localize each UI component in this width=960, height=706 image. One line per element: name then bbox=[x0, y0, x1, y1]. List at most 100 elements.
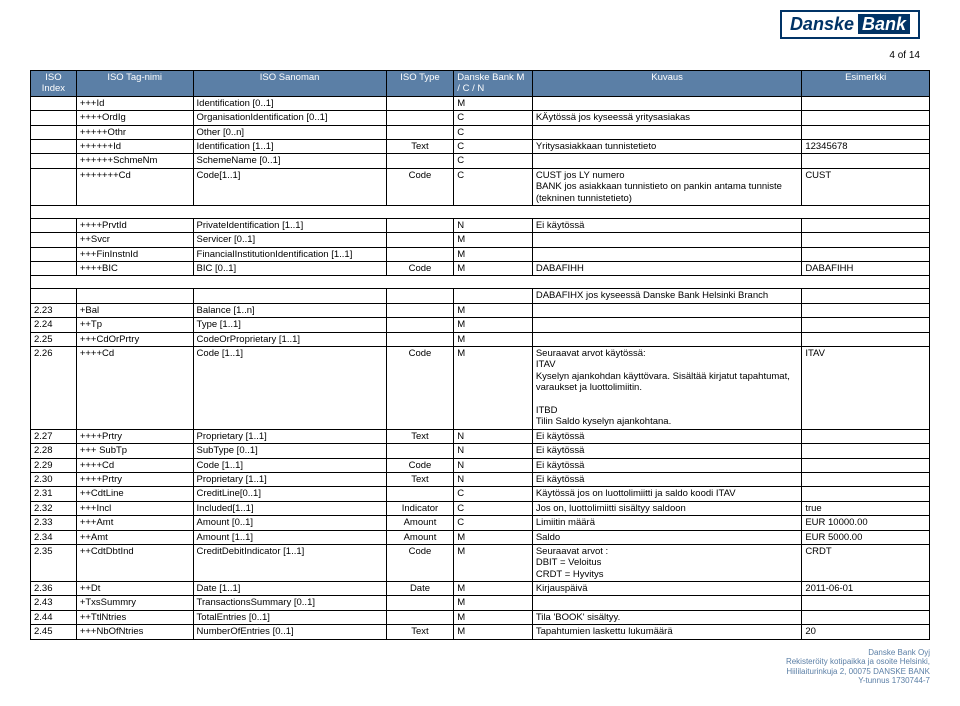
cell: ++++OrdIg bbox=[76, 111, 193, 125]
th-tag: ISO Tag-nimi bbox=[76, 71, 193, 97]
cell: Proprietary [1..1] bbox=[193, 429, 386, 443]
cell: Kirjauspäivä bbox=[532, 582, 801, 596]
cell: Type [1..1] bbox=[193, 318, 386, 332]
cell: ++++Cd bbox=[76, 458, 193, 472]
table-row: 2.30++++PrtryProprietary [1..1]TextNEi k… bbox=[31, 472, 930, 486]
cell: true bbox=[802, 501, 930, 515]
cell: Seuraavat arvot : DBIT = Veloitus CRDT =… bbox=[532, 544, 801, 581]
cell bbox=[802, 96, 930, 110]
cell: M bbox=[454, 625, 533, 639]
table-row: 2.29++++CdCode [1..1]CodeNEi käytössä bbox=[31, 458, 930, 472]
cell: M bbox=[454, 233, 533, 247]
cell: +++Incl bbox=[76, 501, 193, 515]
cell bbox=[76, 289, 193, 303]
cell: ++Dt bbox=[76, 582, 193, 596]
cell bbox=[532, 303, 801, 317]
cell: Indicator bbox=[386, 501, 454, 515]
cell: EUR 10000.00 bbox=[802, 516, 930, 530]
cell: Käytössä jos on luottolimiitti ja saldo … bbox=[532, 487, 801, 501]
cell: M bbox=[454, 347, 533, 430]
cell: SchemeName [0..1] bbox=[193, 154, 386, 168]
cell: Text bbox=[386, 472, 454, 486]
cell: N bbox=[454, 458, 533, 472]
cell: Text bbox=[386, 429, 454, 443]
cell bbox=[532, 154, 801, 168]
cell bbox=[532, 596, 801, 610]
cell: Ei käytössä bbox=[532, 218, 801, 232]
cell: M bbox=[454, 530, 533, 544]
cell bbox=[386, 487, 454, 501]
cell bbox=[31, 111, 77, 125]
cell: ++++++SchmeNm bbox=[76, 154, 193, 168]
cell: SubType [0..1] bbox=[193, 444, 386, 458]
footer-l2: Rekisteröity kotipaikka ja osoite Helsin… bbox=[30, 657, 930, 667]
cell: Yritysasiakkaan tunnistetieto bbox=[532, 139, 801, 153]
cell bbox=[31, 139, 77, 153]
cell bbox=[802, 429, 930, 443]
table-row: ++++BICBIC [0..1]CodeMDABAFIHHDABAFIHH bbox=[31, 262, 930, 276]
cell: Amount bbox=[386, 530, 454, 544]
cell bbox=[31, 289, 77, 303]
cell: 2.29 bbox=[31, 458, 77, 472]
table-row: 2.25+++CdOrPrtryCodeOrProprietary [1..1]… bbox=[31, 332, 930, 346]
cell: OrganisationIdentification [0..1] bbox=[193, 111, 386, 125]
cell: 2011-06-01 bbox=[802, 582, 930, 596]
cell: N bbox=[454, 218, 533, 232]
cell: ++Amt bbox=[76, 530, 193, 544]
cell: 12345678 bbox=[802, 139, 930, 153]
cell: Identification [1..1] bbox=[193, 139, 386, 153]
cell: Code bbox=[386, 168, 454, 205]
cell bbox=[802, 444, 930, 458]
cell: 2.27 bbox=[31, 429, 77, 443]
cell: +++CdOrPrtry bbox=[76, 332, 193, 346]
spec-table: ISO Index ISO Tag-nimi ISO Sanoman ISO T… bbox=[30, 70, 930, 640]
cell bbox=[386, 233, 454, 247]
cell: DABAFIHX jos kyseessä Danske Bank Helsin… bbox=[532, 289, 801, 303]
cell: 2.45 bbox=[31, 625, 77, 639]
cell bbox=[802, 233, 930, 247]
table-row: 2.36++DtDate [1..1]DateMKirjauspäivä2011… bbox=[31, 582, 930, 596]
cell: M bbox=[454, 582, 533, 596]
cell: CodeOrProprietary [1..1] bbox=[193, 332, 386, 346]
cell: 2.31 bbox=[31, 487, 77, 501]
table-row: 2.24++TpType [1..1]M bbox=[31, 318, 930, 332]
cell: Ei käytössä bbox=[532, 444, 801, 458]
cell bbox=[386, 111, 454, 125]
cell: Code bbox=[386, 347, 454, 430]
table-row: 2.33+++AmtAmount [0..1]AmountCLimiitin m… bbox=[31, 516, 930, 530]
cell: ++CdtLine bbox=[76, 487, 193, 501]
cell: ++Tp bbox=[76, 318, 193, 332]
cell: 2.34 bbox=[31, 530, 77, 544]
cell bbox=[193, 289, 386, 303]
page-number: 4 of 14 bbox=[889, 50, 920, 61]
cell bbox=[31, 233, 77, 247]
cell: CRDT bbox=[802, 544, 930, 581]
cell bbox=[802, 247, 930, 261]
cell: Ei käytössä bbox=[532, 429, 801, 443]
cell: 2.26 bbox=[31, 347, 77, 430]
cell bbox=[386, 289, 454, 303]
logo: DanskeBank bbox=[780, 10, 920, 39]
cell: M bbox=[454, 247, 533, 261]
table-row: 2.26++++CdCode [1..1]CodeMSeuraavat arvo… bbox=[31, 347, 930, 430]
cell: 2.28 bbox=[31, 444, 77, 458]
cell bbox=[31, 262, 77, 276]
cell: CUST bbox=[802, 168, 930, 205]
cell: 2.30 bbox=[31, 472, 77, 486]
cell: C bbox=[454, 154, 533, 168]
cell: Included[1..1] bbox=[193, 501, 386, 515]
cell bbox=[386, 218, 454, 232]
cell: Text bbox=[386, 625, 454, 639]
cell: ++++BIC bbox=[76, 262, 193, 276]
table-row: 2.28+++ SubTpSubType [0..1]NEi käytössä bbox=[31, 444, 930, 458]
cell: ++++Prtry bbox=[76, 429, 193, 443]
cell: Balance [1..n] bbox=[193, 303, 386, 317]
cell: BIC [0..1] bbox=[193, 262, 386, 276]
cell: N bbox=[454, 429, 533, 443]
cell bbox=[532, 96, 801, 110]
cell: Identification [0..1] bbox=[193, 96, 386, 110]
table-row: ++++++SchmeNmSchemeName [0..1] C bbox=[31, 154, 930, 168]
cell: Amount [1..1] bbox=[193, 530, 386, 544]
cell bbox=[386, 318, 454, 332]
cell: 2.33 bbox=[31, 516, 77, 530]
